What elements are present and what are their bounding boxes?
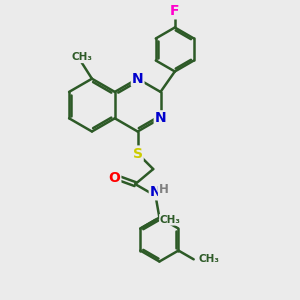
Text: N: N	[155, 111, 166, 125]
Text: S: S	[133, 146, 143, 161]
Text: CH₃: CH₃	[198, 254, 219, 264]
Text: N: N	[150, 185, 161, 200]
Text: F: F	[170, 4, 180, 18]
Text: CH₃: CH₃	[160, 215, 181, 225]
Text: H: H	[159, 183, 169, 196]
Text: CH₃: CH₃	[71, 52, 92, 62]
Text: N: N	[132, 72, 143, 86]
Text: O: O	[109, 171, 120, 184]
